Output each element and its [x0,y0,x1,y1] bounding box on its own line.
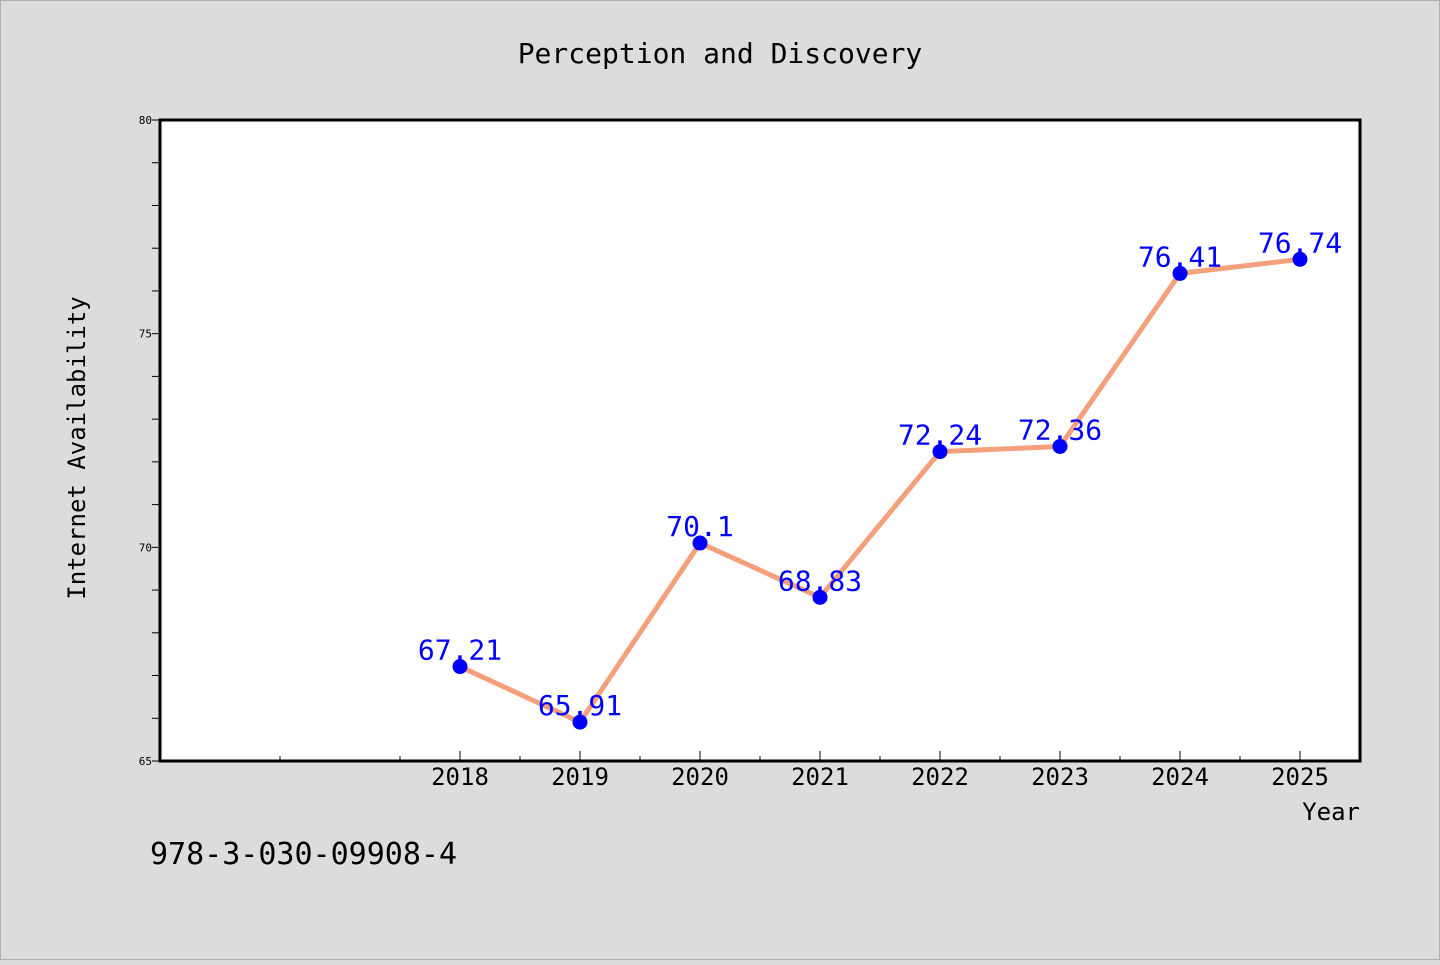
x-tick-label: 2022 [911,763,969,791]
x-tick-label: 2018 [431,763,489,791]
plot-area [160,120,1360,761]
data-label: 76.41 [1138,240,1222,273]
data-label: 65.91 [538,689,622,722]
data-label: 72.24 [898,419,982,452]
data-point [1052,438,1068,454]
data-label: 68.83 [778,564,862,597]
y-tick-label: 80 [139,114,152,127]
data-point [932,444,948,460]
y-tick-label: 65 [139,755,152,768]
data-point [812,589,828,605]
data-label: 67.21 [418,634,502,667]
footer-text: 978-3-030-09908-4 [150,837,457,872]
x-axis: 2018 2019 2020 2021 2022 2023 2024 2025 [159,751,1361,791]
chart-title: Perception and Discovery [518,37,923,70]
x-tick-label: 2020 [671,763,729,791]
data-label: 70.1 [666,510,733,543]
y-tick-label: 70 [139,541,152,554]
plot-frame [158,118,1362,763]
series-layer: 67.21 65.91 70.1 68.83 72.24 72.36 76.41 76.74 [418,226,1342,730]
y-tick-label: 75 [139,328,152,341]
data-label: 76.74 [1258,226,1342,259]
data-point [572,714,588,730]
data-label: 72.36 [1018,413,1102,446]
series-line [457,256,1303,725]
data-point [452,659,468,675]
data-point [692,535,708,551]
x-axis-label: Year [1302,798,1360,826]
data-point [1172,265,1188,281]
x-tick-label: 2021 [791,763,849,791]
data-point [1292,251,1308,267]
x-tick-label: 2025 [1271,763,1329,791]
y-axis-label: Internet Availability [63,296,91,599]
x-tick-label: 2024 [1151,763,1209,791]
x-tick-label: 2023 [1031,763,1089,791]
x-tick-label: 2019 [551,763,609,791]
